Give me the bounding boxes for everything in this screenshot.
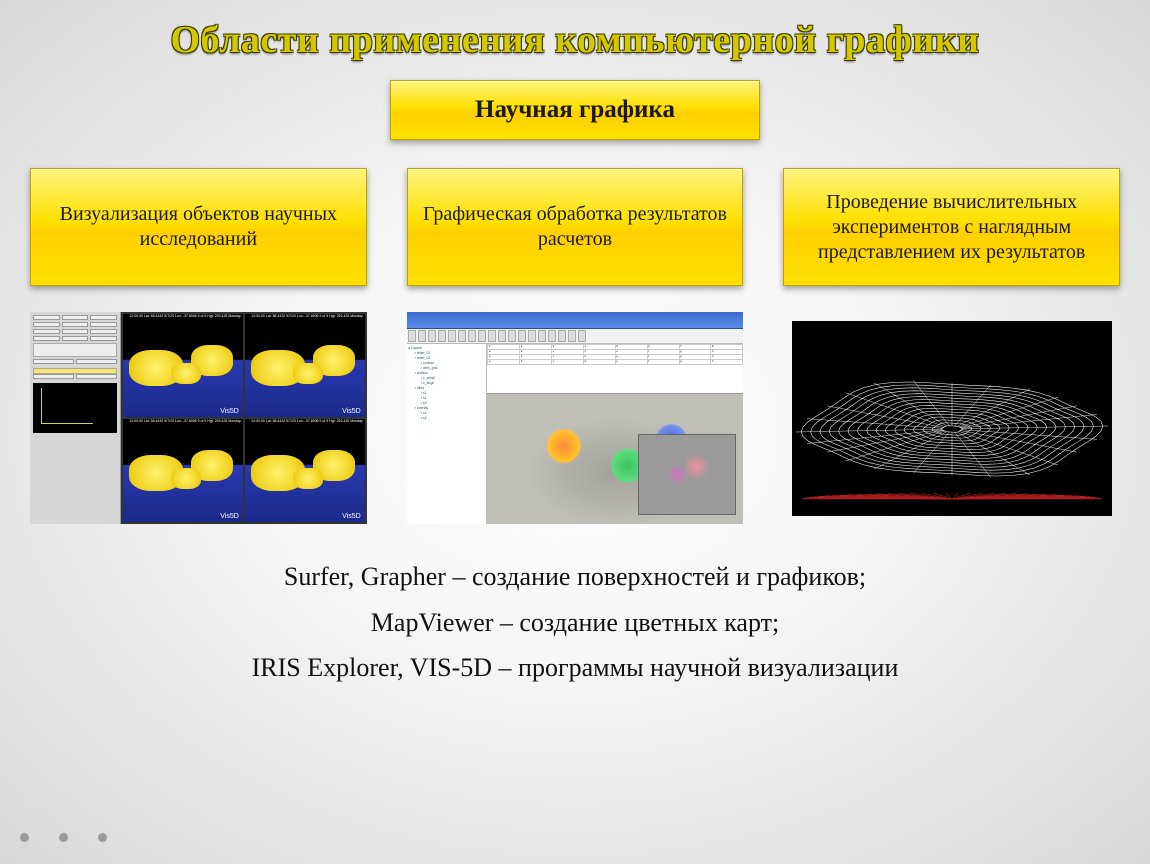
software-line-1: Surfer, Grapher – создание поверхностей … bbox=[0, 554, 1150, 600]
software-line-2: MapViewer – создание цветных карт; bbox=[0, 600, 1150, 646]
thumb-gis: ▸ Layers ▪ relief_01 ▪ relief_02 • conto… bbox=[407, 312, 744, 524]
thumb-wireframe bbox=[783, 312, 1120, 524]
plaque-experiments: Проведение вычислительных экспериментов … bbox=[783, 168, 1120, 286]
software-list: Surfer, Grapher – создание поверхностей … bbox=[0, 554, 1150, 691]
plaque-processing: Графическая обработка результатов расчет… bbox=[407, 168, 744, 286]
category-row: Визуализация объектов научных исследован… bbox=[0, 168, 1150, 286]
vis5d-label: Vis5D bbox=[220, 408, 239, 415]
thumbnail-row: 12:00:00 Lat: 58.4432 9/7/20 Lon: -37.69… bbox=[0, 312, 1150, 524]
vis5d-meta: 12:00:00 Lat: 58.4432 9/7/20 Lon: -37.69… bbox=[129, 315, 241, 319]
software-line-3: IRIS Explorer, VIS-5D – программы научно… bbox=[0, 645, 1150, 691]
wireframe-svg bbox=[792, 321, 1112, 516]
plaque-visualization: Визуализация объектов научных исследован… bbox=[30, 168, 367, 286]
thumb-vis5d: 12:00:00 Lat: 58.4432 9/7/20 Lon: -37.69… bbox=[30, 312, 367, 524]
decorative-dots bbox=[20, 833, 107, 842]
slide-title: Области применения компьютерной графики bbox=[0, 0, 1150, 62]
subtitle-plaque: Научная графика bbox=[390, 80, 760, 140]
